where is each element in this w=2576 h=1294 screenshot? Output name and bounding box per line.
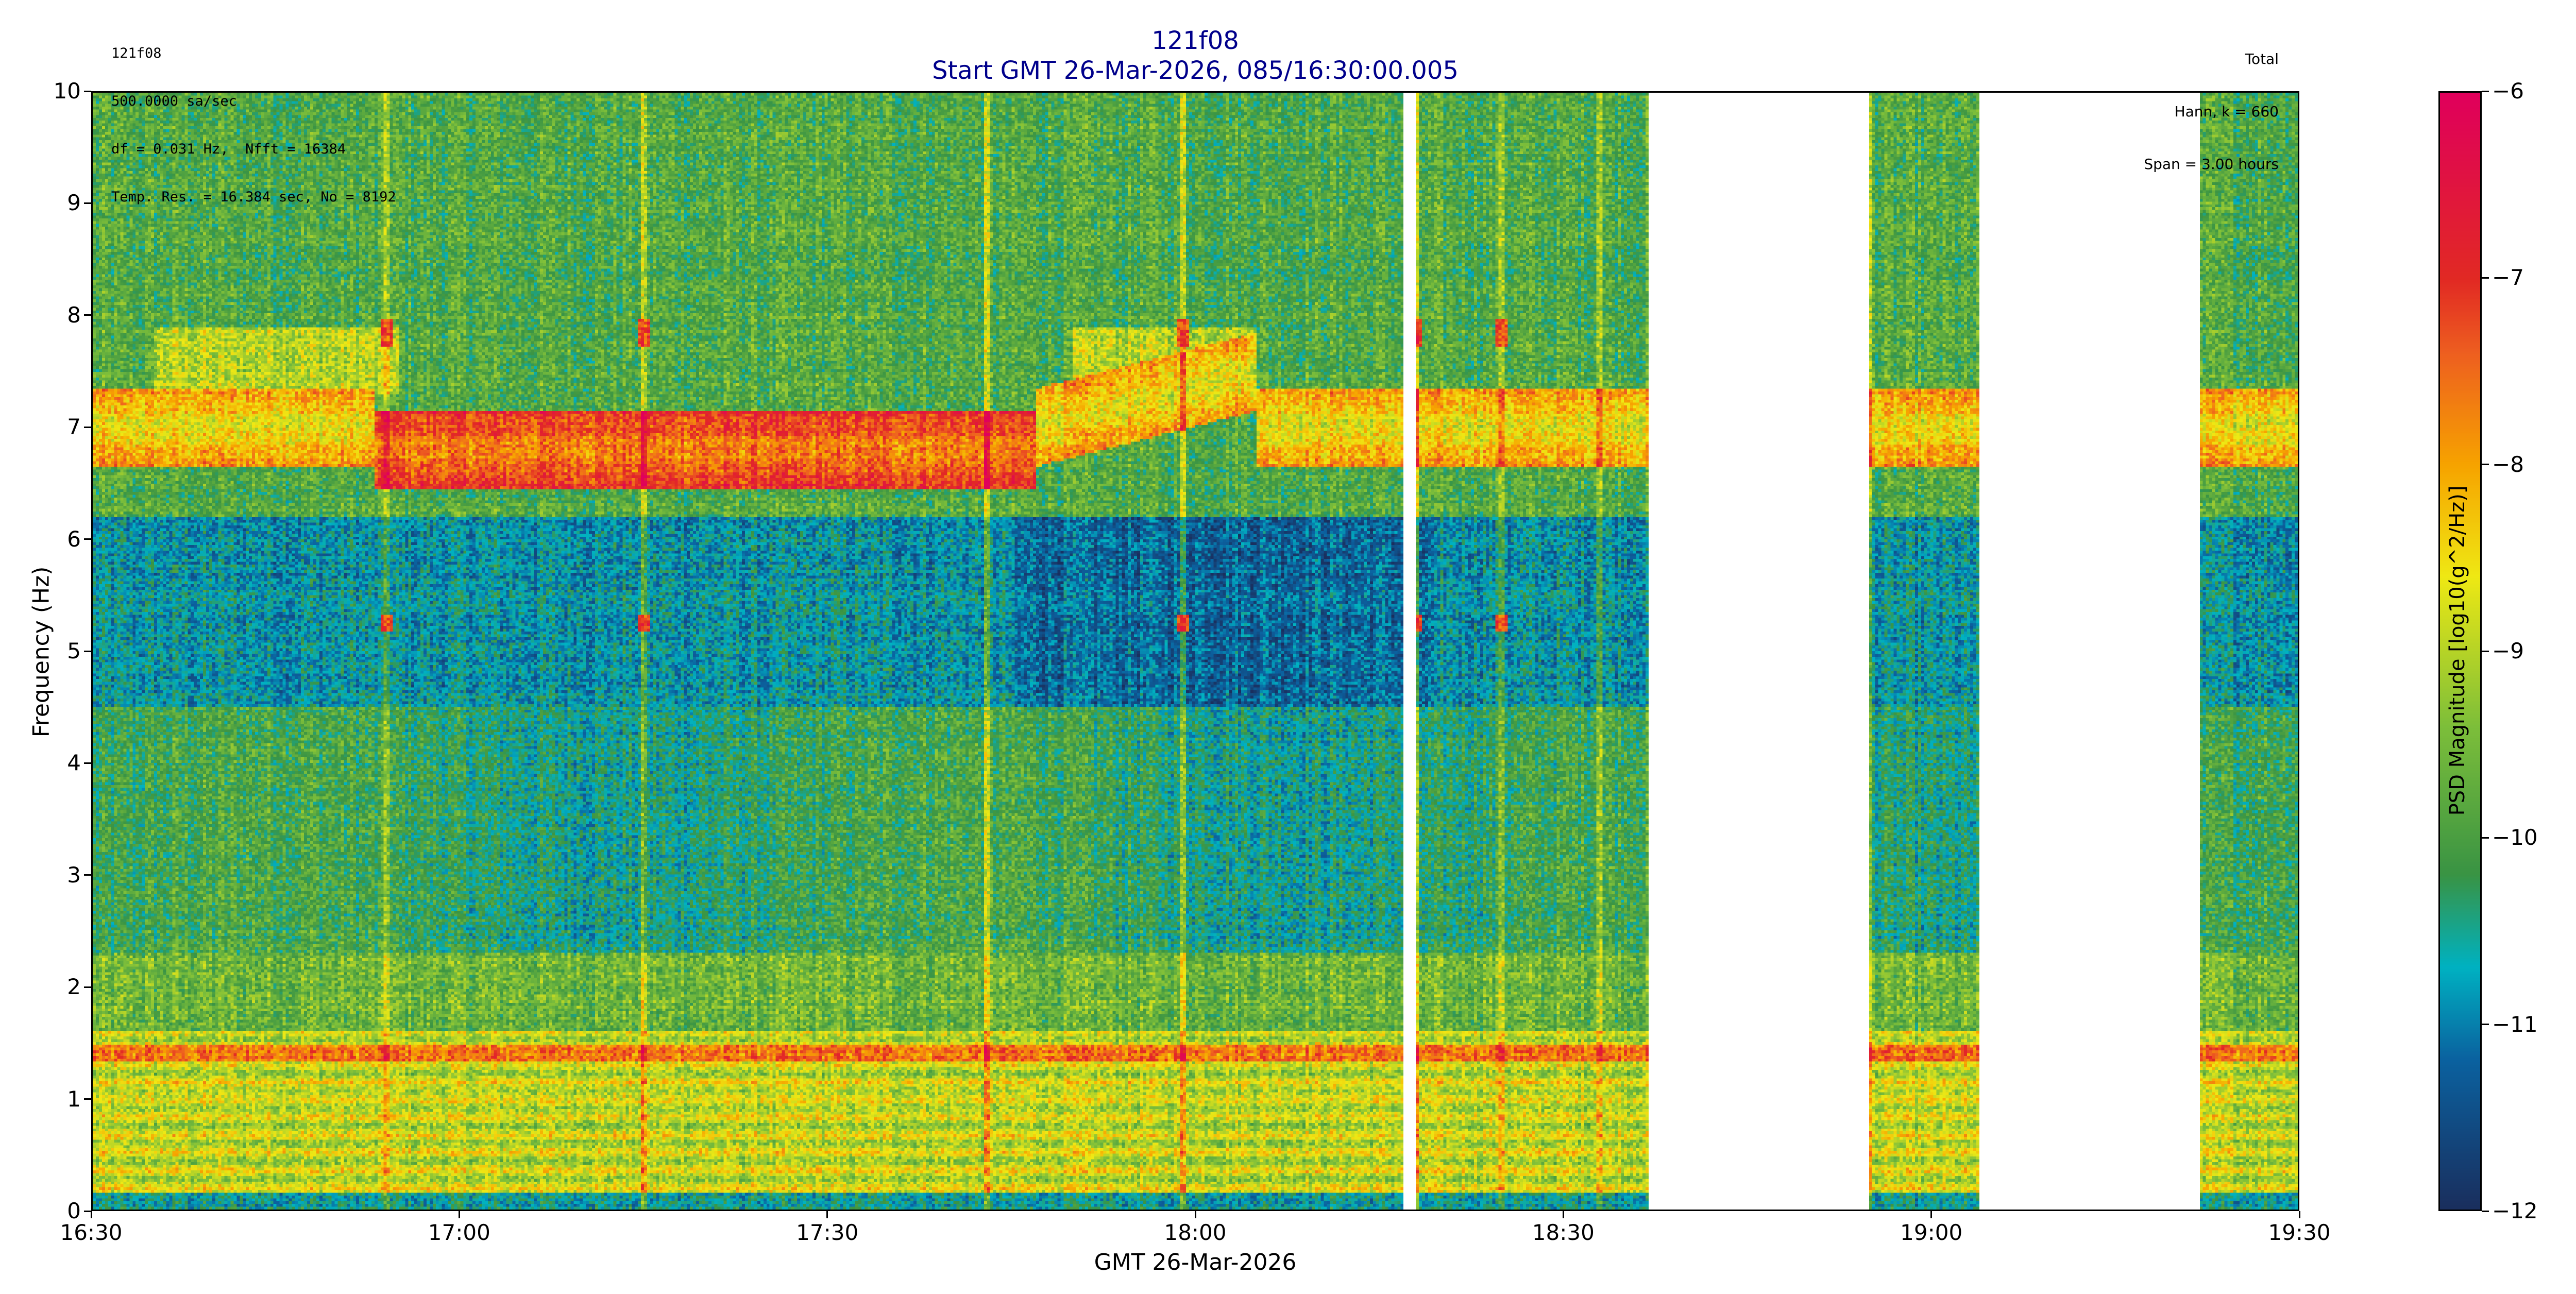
y-tick: [84, 538, 91, 540]
colorbar-tick: [2482, 277, 2489, 279]
y-tick-label: 2: [67, 974, 81, 1000]
x-tick: [1194, 1211, 1196, 1218]
spectrogram-heatmap: [93, 93, 2298, 1210]
info-left: 121f08 500.0000 sa/sec df = 0.031 Hz, Nf…: [111, 13, 396, 221]
y-tick: [84, 762, 91, 764]
colorbar-tick-label: −8: [2492, 451, 2524, 477]
title-line1: 121f08: [1151, 26, 1239, 55]
colorbar-tick: [2482, 837, 2489, 839]
x-tick-label: 17:00: [428, 1220, 490, 1245]
y-tick: [84, 314, 91, 316]
info-line: 500.0000 sa/sec: [111, 93, 237, 109]
colorbar: [2438, 91, 2482, 1211]
info-line: Temp. Res. = 16.384 sec, No = 8192: [111, 189, 396, 205]
y-tick-label: 10: [53, 78, 81, 104]
info-line: Hann, k = 660: [2174, 103, 2279, 120]
y-tick: [84, 426, 91, 428]
x-tick: [2298, 1211, 2300, 1218]
y-tick-label: 5: [67, 638, 81, 663]
y-tick-label: 0: [67, 1198, 81, 1223]
x-tick-label: 18:00: [1164, 1220, 1227, 1245]
y-tick: [84, 650, 91, 652]
y-tick-label: 4: [67, 750, 81, 776]
colorbar-tick-label: −9: [2492, 638, 2524, 663]
x-tick: [826, 1211, 828, 1218]
y-tick-label: 1: [67, 1086, 81, 1112]
colorbar-tick: [2482, 1024, 2489, 1026]
chart-title: 121f08 Start GMT 26-Mar-2026, 085/16:30:…: [783, 26, 1607, 86]
colorbar-tick-label: −7: [2492, 265, 2524, 291]
colorbar-tick-label: −6: [2492, 78, 2524, 104]
x-tick-label: 18:30: [1532, 1220, 1595, 1245]
y-tick: [84, 202, 91, 204]
y-tick: [84, 1098, 91, 1100]
info-line: df = 0.031 Hz, Nfft = 16384: [111, 141, 346, 157]
colorbar-label: PSD Magnitude [log10(g^2/Hz)]: [2446, 485, 2469, 816]
colorbar-tick: [2482, 650, 2489, 652]
colorbar-tick: [2482, 464, 2489, 466]
x-tick: [1562, 1211, 1564, 1218]
colorbar-tick-label: −11: [2492, 1011, 2538, 1037]
info-line: Span = 3.00 hours: [2144, 156, 2279, 173]
colorbar-tick: [2482, 90, 2489, 92]
colorbar-tick: [2482, 1210, 2489, 1212]
x-tick: [458, 1211, 460, 1218]
title-line2: Start GMT 26-Mar-2026, 085/16:30:00.005: [932, 56, 1459, 85]
y-tick-label: 7: [67, 414, 81, 440]
x-tick: [1930, 1211, 1933, 1218]
y-tick: [84, 90, 91, 92]
y-tick: [84, 874, 91, 876]
y-tick-label: 6: [67, 526, 81, 552]
x-axis-label: GMT 26-Mar-2026: [1094, 1249, 1297, 1275]
colorbar-tick-label: −12: [2492, 1198, 2538, 1223]
x-tick-label: 16:30: [60, 1220, 123, 1245]
colorbar-tick-label: −10: [2492, 825, 2538, 850]
x-tick-label: 19:00: [1900, 1220, 1963, 1245]
spectrogram-plot: [91, 91, 2299, 1211]
y-axis-label: Frequency (Hz): [28, 566, 55, 738]
y-tick-label: 8: [67, 302, 81, 328]
y-tick: [84, 986, 91, 988]
info-right: Total Hann, k = 660 Span = 3.00 hours: [2144, 15, 2279, 191]
y-tick-label: 9: [67, 190, 81, 216]
y-tick-label: 3: [67, 862, 81, 888]
x-tick-label: 19:30: [2268, 1220, 2331, 1245]
info-line: Total: [2245, 50, 2279, 67]
info-line: 121f08: [111, 45, 162, 61]
x-tick: [90, 1211, 92, 1218]
x-tick-label: 17:30: [796, 1220, 859, 1245]
y-tick: [84, 1210, 91, 1212]
